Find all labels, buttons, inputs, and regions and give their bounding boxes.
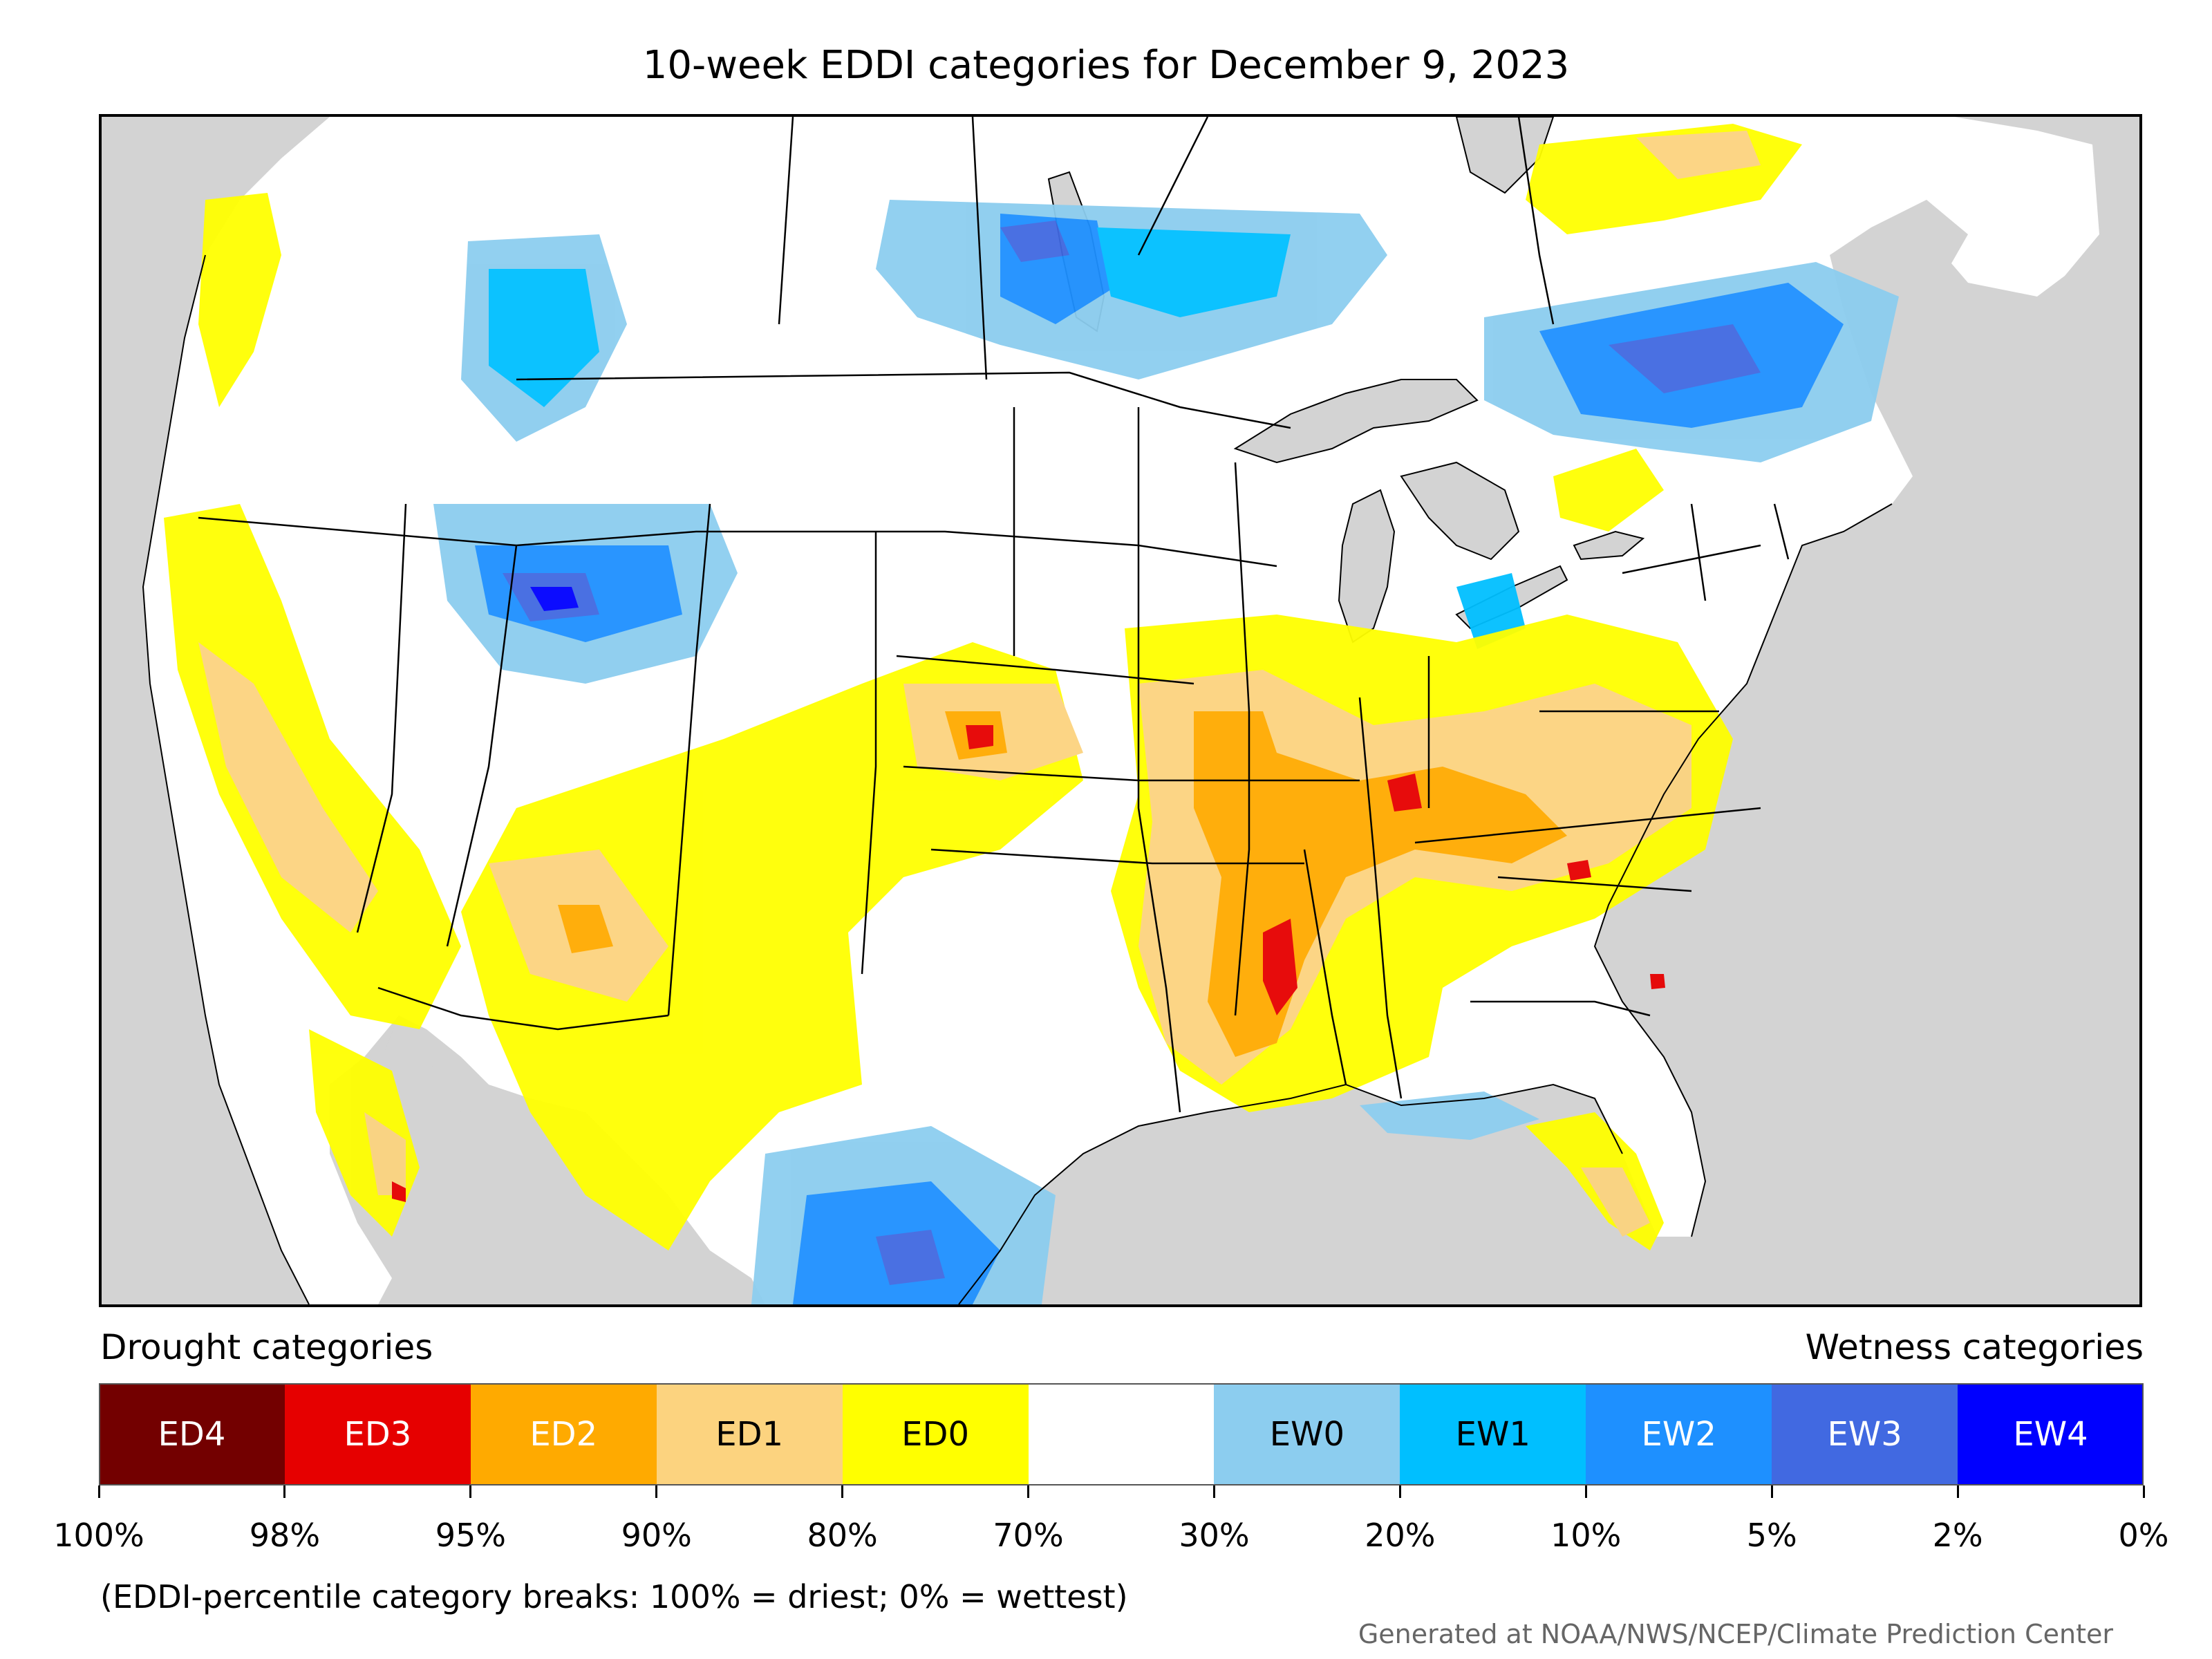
colorbar-tick — [1027, 1485, 1030, 1498]
colorbar-tick — [97, 1485, 100, 1498]
colorbar-tick-label: 30% — [1179, 1517, 1250, 1554]
colorbar-segment: ED2 — [470, 1383, 657, 1485]
wetness-categories-heading: Wetness categories — [1805, 1327, 2144, 1367]
political-boundaries — [198, 117, 1790, 1113]
james-bay — [1455, 117, 1555, 194]
colorbar-segment: EW2 — [1586, 1383, 1772, 1485]
colorbar-tick-label: 2% — [1932, 1517, 1983, 1554]
colorbar-segment: ED3 — [284, 1383, 471, 1485]
eddi-map-graphic — [142, 117, 2099, 1304]
colorbar-tick-label: 98% — [249, 1517, 321, 1554]
colorbar-tick — [1770, 1485, 1773, 1498]
eddi-map — [99, 114, 2142, 1307]
gulf-of-california — [385, 1015, 530, 1278]
colorbar-tick-label: 90% — [621, 1517, 692, 1554]
credit-line: Generated at NOAA/NWS/NCEP/Climate Predi… — [1358, 1619, 2113, 1649]
colorbar-tick — [469, 1485, 472, 1498]
colorbar-segment: ED4 — [99, 1383, 285, 1485]
colorbar-segment: ED0 — [842, 1383, 1029, 1485]
colorbar-tick — [2142, 1485, 2145, 1498]
colorbar-tick-label: 0% — [2118, 1517, 2169, 1554]
colorbar-segment: ED1 — [656, 1383, 843, 1485]
lake-huron — [1400, 461, 1520, 561]
colorbar-segment: EW3 — [1772, 1383, 1958, 1485]
colorbar-tick-label: 5% — [1746, 1517, 1797, 1554]
map-title: 10-week EDDI categories for December 9, … — [642, 43, 1570, 88]
lake-michigan — [1338, 489, 1396, 644]
colorbar-tick — [1212, 1485, 1215, 1498]
drought-areas — [164, 124, 1802, 1250]
wetness-areas — [433, 200, 1899, 1304]
atlantic-inlet — [1871, 200, 1968, 297]
colorbar-tick — [1398, 1485, 1401, 1498]
colorbar-tick-label: 10% — [1550, 1517, 1622, 1554]
colorbar-tick — [1956, 1485, 1959, 1498]
colorbar-tick — [283, 1485, 286, 1498]
colorbar-tick-label: 80% — [807, 1517, 878, 1554]
colorbar-tick-label: 100% — [53, 1517, 144, 1554]
colorbar-tick-label: 95% — [435, 1517, 506, 1554]
drought-categories-heading: Drought categories — [100, 1327, 433, 1367]
category-breaks-note: (EDDI-percentile category breaks: 100% =… — [100, 1578, 1128, 1615]
colorbar-tick-label: 20% — [1365, 1517, 1436, 1554]
colorbar-tick — [1584, 1485, 1587, 1498]
lake-superior — [1233, 379, 1479, 464]
colorbar-segment: EW0 — [1214, 1383, 1400, 1485]
lake-ontario — [1573, 530, 1645, 561]
colorbar-tick-label: 70% — [993, 1517, 1064, 1554]
colorbar-segment — [1028, 1383, 1215, 1485]
colorbar-tick — [655, 1485, 658, 1498]
coastline — [142, 254, 1893, 1304]
colorbar-segment: EW1 — [1400, 1383, 1586, 1485]
colorbar-segment: EW4 — [1958, 1383, 2144, 1485]
colorbar-tick — [841, 1485, 844, 1498]
